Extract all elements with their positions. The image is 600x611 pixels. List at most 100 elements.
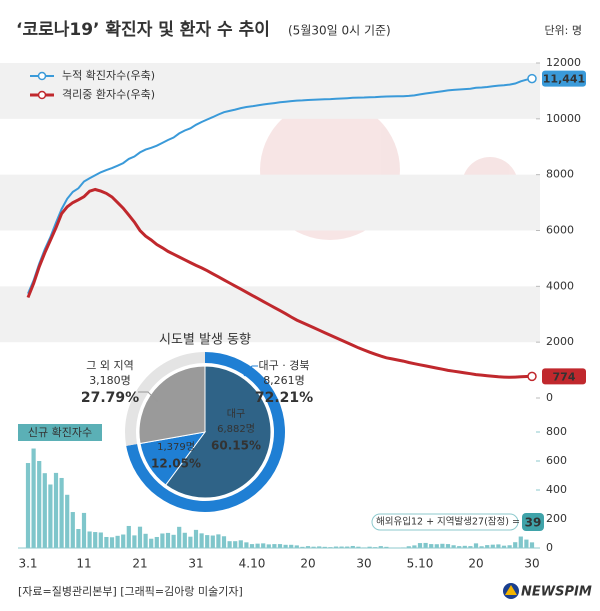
bar: [65, 494, 70, 548]
y-tick-label: 200: [546, 512, 567, 525]
end-badge: [542, 368, 586, 385]
bar: [104, 536, 109, 548]
bar: [311, 546, 316, 548]
end-label: 11,441: [543, 73, 585, 86]
bar: [490, 544, 495, 548]
bar: [277, 544, 283, 548]
x-tick-label: 20: [300, 557, 315, 571]
bar: [485, 545, 490, 548]
end-label: 774: [553, 370, 576, 383]
x-tick-label: 21: [132, 557, 147, 571]
bar: [42, 473, 47, 548]
bar: [210, 535, 215, 548]
other-name: 그 외 지역: [86, 359, 133, 372]
bar: [429, 544, 434, 548]
bar-label: 신규 확진자수: [28, 426, 92, 439]
y-tick-label: 10000: [546, 112, 581, 125]
y-tick-label: 2000: [546, 335, 574, 348]
bar: [70, 512, 75, 548]
y-tick-label: 400: [546, 483, 567, 496]
bar: [266, 544, 271, 548]
bar: [317, 546, 322, 548]
bar: [322, 546, 327, 548]
slice-name: 대구: [227, 408, 245, 420]
bar: [126, 525, 131, 548]
pie-slice: [164, 365, 272, 499]
x-tick-label: 30: [356, 557, 371, 571]
bar: [378, 546, 383, 548]
bar: [137, 526, 143, 548]
bar: [37, 461, 42, 548]
bar: [177, 526, 182, 548]
bar: [205, 535, 210, 548]
pie-title: 시도별 발생 동향: [159, 333, 251, 348]
bar: [300, 546, 305, 548]
x-tick-label: 20: [468, 557, 483, 571]
bar: [345, 546, 350, 548]
bar: [507, 545, 512, 548]
bar: [468, 546, 473, 548]
bar: [115, 535, 120, 548]
band: [0, 286, 540, 343]
bar: [109, 537, 115, 548]
bar: [261, 543, 266, 548]
bar: [445, 544, 451, 548]
bar: [451, 545, 456, 548]
y-tick-label: 12000: [546, 56, 581, 69]
source: [자료=질병관리본부] [그래픽=김아랑 미술기자]: [18, 585, 243, 598]
band: [0, 174, 540, 231]
bar: [529, 542, 535, 548]
bar: [238, 540, 243, 548]
leader: [243, 365, 258, 377]
line: [26, 187, 533, 379]
bar: [188, 536, 193, 548]
y-tick-label: 8000: [546, 168, 574, 181]
bar: [193, 529, 199, 548]
logo: NEWSPIM: [521, 585, 592, 600]
bar: [143, 533, 148, 548]
bar: [149, 538, 154, 548]
bar: [289, 544, 294, 548]
y-tick-label: 800: [546, 425, 567, 438]
slice-percent: 12.05%: [151, 457, 201, 471]
subtitle: (5월30일 0시 기준): [288, 24, 391, 38]
pie-slice: [138, 365, 206, 445]
bar: [283, 544, 288, 548]
bar: [160, 533, 165, 548]
x-tick-label: 5.10: [407, 557, 434, 571]
bar: [59, 477, 64, 548]
end-badge: [542, 70, 586, 87]
bar: [479, 546, 484, 548]
bar: [132, 535, 137, 548]
legend-marker: [37, 71, 47, 81]
end-marker: [527, 371, 537, 382]
bar: [255, 543, 260, 548]
bar: [244, 542, 249, 548]
bar: [462, 545, 467, 548]
value-badge-bg: [522, 513, 544, 531]
bar: [350, 545, 355, 548]
legend-label: 격리중 환자수(우축): [62, 88, 155, 101]
bar: [53, 472, 59, 548]
bar: [154, 536, 159, 548]
legend-label: 누적 확진자수(우축): [62, 69, 155, 82]
bar: [216, 534, 221, 548]
bar: [165, 532, 171, 548]
leader: [138, 391, 159, 403]
bar: [356, 546, 361, 548]
unit: 단위: 명: [544, 24, 582, 37]
y-tick-label: 0: [546, 391, 553, 404]
bar: [305, 546, 311, 548]
x-tick-label: 11: [76, 557, 91, 571]
other-percent: 27.79%: [81, 390, 139, 406]
group-count: 8,261명: [263, 374, 305, 387]
logo-icon-mark: [505, 585, 517, 595]
ring-segment: [125, 352, 205, 446]
bar: [406, 546, 411, 548]
bar: [272, 544, 277, 548]
bar: [227, 541, 232, 548]
legend-marker: [37, 90, 47, 100]
bar-label-bg: [18, 424, 102, 441]
line: [27, 77, 533, 295]
bar: [233, 541, 238, 548]
